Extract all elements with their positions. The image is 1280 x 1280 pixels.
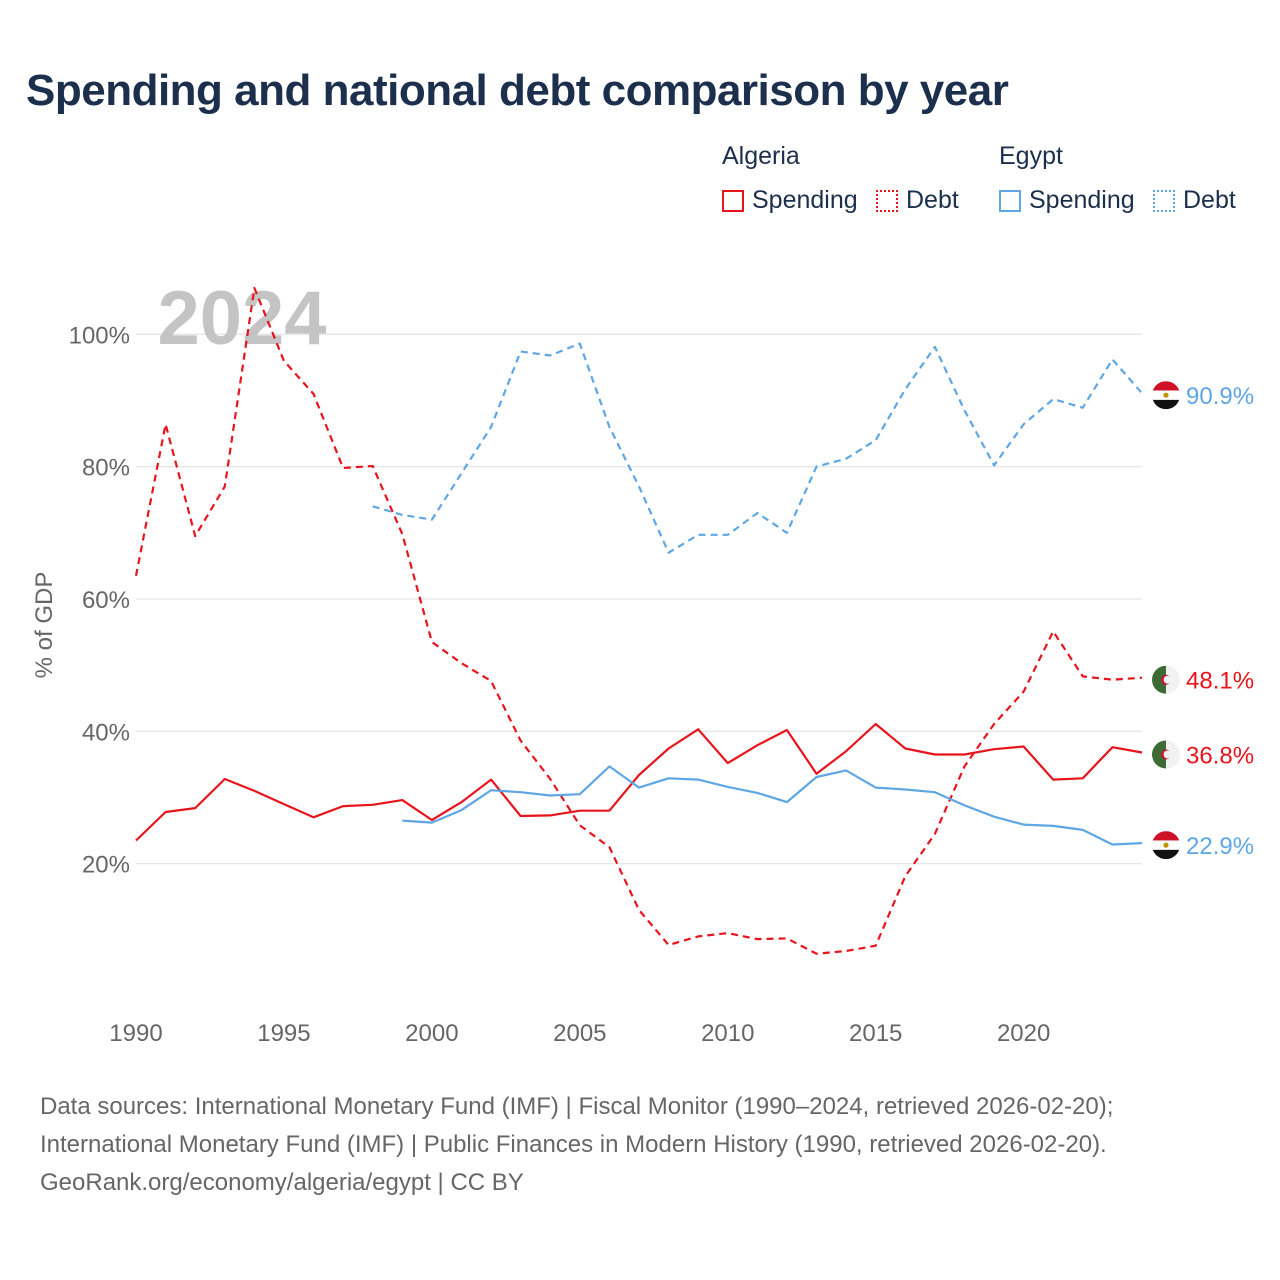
x-tick-label: 1995 [257,1020,310,1047]
sources-line-2: International Monetary Fund (IMF) | Publ… [40,1131,1107,1158]
legend-item-label: Spending [1029,186,1135,214]
end-value-label: 90.9% [1186,383,1254,410]
x-tick-label: 2010 [701,1020,754,1047]
chart-title: Spending and national debt comparison by… [26,66,1009,115]
egypt-flag-icon [1152,831,1180,860]
algeria-flag-icon [1152,740,1180,769]
legend-group-algeria: Algeria [722,142,800,170]
year-watermark: 2024 [157,276,326,361]
x-tick-label: 2005 [553,1020,606,1047]
sources-line-1: Data sources: International Monetary Fun… [40,1093,1114,1120]
legend-item-egypt-spending[interactable]: Spending [999,186,1135,215]
series-line-egypt-spending[interactable] [402,765,1143,846]
algeria-flag-icon [1152,665,1180,694]
legend-item-algeria-spending[interactable]: Spending [722,186,858,215]
series-line-egypt-debt[interactable] [372,342,1143,554]
legend-item-label: Spending [752,186,858,214]
legend-swatch-dotted-icon [876,189,898,212]
series-line-algeria-spending[interactable] [135,722,1143,842]
end-value-label: 36.8% [1186,742,1254,769]
y-tick-label: 20% [82,852,130,879]
end-value-label: 48.1% [1186,668,1254,695]
series-line-algeria-debt[interactable] [134,286,1143,955]
y-tick-label: 40% [82,719,130,746]
legend-swatch-dotted-icon [1153,189,1175,212]
legend-item-egypt-debt[interactable]: Debt [1153,186,1236,215]
legend-item-label: Debt [906,186,959,214]
legend-swatch-solid-icon [999,189,1021,212]
y-tick-label: 60% [82,587,130,614]
data-sources: Data sources: International Monetary Fun… [40,1088,1113,1202]
x-tick-label: 2015 [849,1020,902,1047]
legend-item-label: Debt [1183,186,1236,214]
legend-item-algeria-debt[interactable]: Debt [876,186,959,215]
end-value-label: 22.9% [1186,833,1254,860]
x-tick-label: 2020 [997,1020,1050,1047]
egypt-flag-icon [1152,381,1180,410]
y-tick-label: 100% [69,322,130,349]
legend-group-egypt: Egypt [999,142,1063,170]
line-chart: 2024 % of GDP 20% 40% 60% 80% 100% 1990 1995 2… [31,276,1254,1047]
y-axis-label: % of GDP [31,572,58,679]
y-tick-label: 80% [82,455,130,482]
legend-swatch-solid-icon [722,189,744,212]
x-tick-label: 1990 [109,1020,162,1047]
sources-line-3: GeoRank.org/economy/algeria/egypt | CC B… [40,1169,524,1196]
x-tick-label: 2000 [405,1020,458,1047]
